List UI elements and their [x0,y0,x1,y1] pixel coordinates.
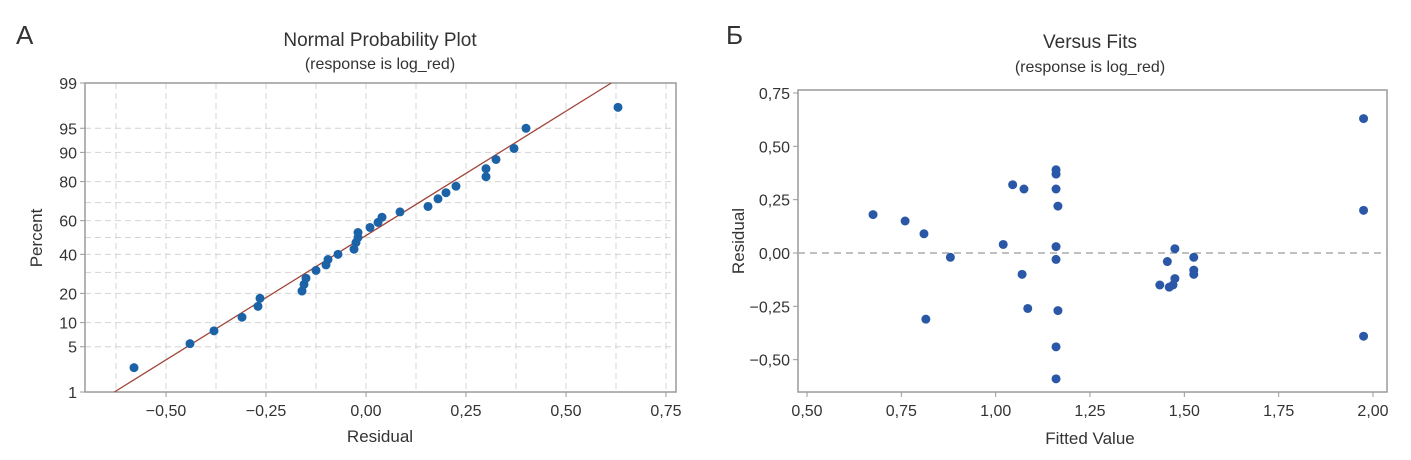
data-point [1051,242,1061,252]
panel-label-b: Б [726,20,743,50]
plot-frame [84,82,677,393]
x-tick-label: 2,00 [1357,403,1388,420]
data-point [868,210,878,220]
panel-label-a: А [16,20,34,50]
data-point [613,102,623,112]
data-point [1053,306,1063,316]
data-point [521,123,531,133]
right-y-axis-label: Residual [729,208,748,274]
data-point [423,201,433,211]
data-point [441,188,451,198]
data-point [353,228,363,238]
x-tick-label: 0,00 [350,403,381,420]
data-point [1359,331,1369,341]
data-point [1162,257,1172,267]
data-point [509,143,519,153]
data-point [365,222,375,232]
y-tick-label: 20 [59,286,77,303]
data-point [1023,303,1033,313]
x-tick-label: 1,50 [1169,403,1200,420]
right-chart-title: Versus Fits [1043,32,1137,53]
left-x-axis-label: Residual [347,427,413,446]
data-point [491,154,501,164]
y-tick-label: 5 [68,340,77,357]
data-point [1051,184,1061,194]
left-y-axis-label: Percent [27,208,46,267]
y-tick-label: −0,25 [750,299,791,316]
versus-fits-plot: 0,50 0,75 1,00 1,25 1,50 1,75 2,00 −0,50 −0,25 0,… [750,86,1389,420]
y-tick-label: −0,50 [750,353,791,370]
x-tick-label: 1,25 [1074,403,1105,420]
y-tick-label: 80 [59,175,77,192]
data-point [945,252,955,262]
data-point [129,363,139,373]
data-point [323,255,333,265]
y-tick-label: 1 [68,385,77,402]
data-point [998,239,1008,249]
data-point [1170,274,1180,284]
data-point [1051,254,1061,264]
data-point [433,194,443,204]
data-point [253,301,263,311]
data-point [209,326,219,336]
data-point [1359,114,1369,124]
x-tick-label: 0,75 [650,403,681,420]
y-tick-label: 0,50 [759,139,790,156]
data-point [377,212,387,222]
x-tick-label: 0,75 [886,403,917,420]
data-point [185,339,195,349]
data-point [1189,252,1199,262]
right-chart-subtitle: (response is log_red) [1015,59,1165,76]
y-tick-label: 0,00 [759,246,790,263]
x-tick-label: 0,25 [450,403,481,420]
plot-frame [797,89,1388,393]
data-point [451,181,461,191]
normal-probability-plot: −0,50 −0,25 0,00 0,25 0,50 0,75 1 5 10 20 40 60 80 90… [59,76,681,420]
data-point [255,293,265,303]
x-tick-label: 1,75 [1263,403,1294,420]
data-point [921,314,931,324]
y-tick-label: 40 [59,247,77,264]
y-tick-label: 90 [59,145,77,162]
x-tick-label: 1,00 [980,403,1011,420]
data-point [1019,184,1029,194]
data-point [1051,169,1061,179]
x-tick-label: −0,50 [146,403,187,420]
y-tick-label: 0,25 [759,193,790,210]
y-tick-label: 60 [59,214,77,231]
data-point [333,249,343,259]
data-point [301,273,311,283]
data-point [1008,180,1018,190]
data-point [1053,201,1063,211]
data-point [395,207,405,217]
y-tick-label: 99 [59,76,77,93]
y-tick-label: 95 [59,121,77,138]
data-point [1017,269,1027,279]
data-point [311,265,321,275]
data-point [1051,374,1061,384]
data-point [237,312,247,322]
data-point [900,216,910,226]
data-point [1051,342,1061,352]
data-point [919,229,929,239]
data-point [1155,280,1165,290]
fit-line [114,82,612,393]
data-point [1170,244,1180,254]
data-point [481,172,491,182]
y-tick-label: 0,75 [759,86,790,103]
left-chart-title: Normal Probability Plot [283,30,477,51]
left-chart-subtitle: (response is log_red) [305,56,455,73]
data-point [1189,269,1199,279]
data-point [481,164,491,174]
right-x-axis-label: Fitted Value [1045,429,1134,448]
data-point [1359,205,1369,215]
x-tick-label: −0,25 [246,403,287,420]
x-tick-label: 0,50 [550,403,581,420]
y-tick-label: 10 [59,316,77,333]
x-tick-label: 0,50 [791,403,822,420]
